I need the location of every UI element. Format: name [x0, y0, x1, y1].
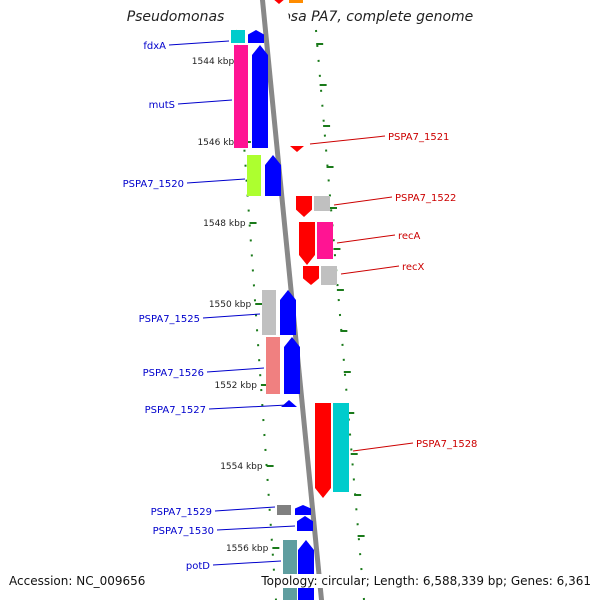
gene-arrow: [298, 540, 314, 600]
label-leader-line: [208, 404, 288, 410]
cog-category-box: [283, 540, 297, 600]
gene-arrow: [315, 403, 331, 498]
label-leader-line: [202, 313, 261, 319]
gene-label-mutS: mutS: [149, 100, 175, 111]
cog-category-box: [317, 222, 333, 259]
partial-gene-top-red: [274, 0, 284, 4]
cog-category-box: [321, 266, 337, 285]
gene-label-fdxA: fdxA: [143, 41, 166, 52]
ruler-tick-label: 1554 kbp: [220, 462, 263, 472]
ruler-tick-label: 1552 kbp: [215, 381, 258, 391]
map-title: Pseudomonas aeruginosa PA7, complete gen…: [126, 9, 474, 25]
label-leader-line: [177, 99, 233, 105]
label-leader-line: [216, 525, 296, 531]
gene-arrow: [290, 146, 304, 152]
gene-label-potD: potD: [186, 561, 210, 572]
label-leader-line: [336, 234, 396, 244]
cog-category-box: [247, 155, 261, 196]
gene-label-PSPA7_1527: PSPA7_1527: [145, 405, 206, 416]
gene-label-PSPA7_1522: PSPA7_1522: [395, 193, 456, 204]
right-dotted-guide: [315, 29, 365, 600]
gene-arrow: [284, 337, 300, 394]
gene-label-PSPA7_1521: PSPA7_1521: [388, 132, 449, 143]
accession-label: Accession: NC_009656: [7, 574, 148, 588]
gene-arrow: [295, 505, 311, 515]
gene-arrow: [252, 45, 268, 148]
gene-arrow: [303, 266, 319, 285]
gene-label-PSPA7_1528: PSPA7_1528: [416, 439, 477, 450]
ruler-tick-label: 1546 kbp: [197, 138, 240, 148]
cog-category-box: [231, 30, 245, 43]
label-leader-line: [309, 135, 386, 145]
cog-category-box: [314, 196, 330, 211]
cog-category-box: [333, 403, 349, 492]
cog-category-box: [266, 337, 280, 394]
label-leader-line: [352, 442, 414, 452]
gene-label-recA: recA: [398, 231, 421, 242]
gene-label-PSPA7_1520: PSPA7_1520: [123, 179, 184, 190]
cog-category-box: [262, 290, 276, 335]
topology-label: Topology: circular; Length: 6,588,339 bp…: [259, 574, 593, 588]
label-leader-line: [340, 265, 400, 275]
gene-arrow: [297, 516, 313, 531]
ruler-tick-label: 1550 kbp: [209, 300, 252, 310]
ruler-tick-label: 1548 kbp: [203, 219, 246, 229]
gene-arrow: [248, 30, 264, 43]
gene-label-PSPA7_1530: PSPA7_1530: [153, 526, 214, 537]
gene-arrow: [265, 155, 281, 196]
label-leader-line: [186, 178, 246, 184]
gene-label-PSPA7_1526: PSPA7_1526: [143, 368, 204, 379]
gene-label-PSPA7_1529: PSPA7_1529: [151, 507, 212, 518]
partial-cog-top-orange: [289, 0, 303, 3]
left-dotted-guide: [235, 29, 277, 600]
label-leader-line: [206, 367, 265, 373]
ruler-tick-label: 1556 kbp: [226, 544, 269, 554]
gene-arrow: [280, 290, 296, 335]
ruler-tick-label: 1544 kbp: [192, 57, 235, 67]
cog-category-box: [234, 45, 248, 148]
gene-label-PSPA7_1525: PSPA7_1525: [139, 314, 200, 325]
label-leader-line: [212, 560, 282, 566]
label-leader-line: [214, 506, 276, 512]
label-leader-line: [333, 196, 393, 206]
gene-arrow: [299, 222, 315, 265]
label-leader-line: [168, 40, 230, 46]
gene-label-recX: recX: [402, 262, 425, 273]
cog-category-box: [277, 505, 291, 515]
gene-arrow: [296, 196, 312, 217]
